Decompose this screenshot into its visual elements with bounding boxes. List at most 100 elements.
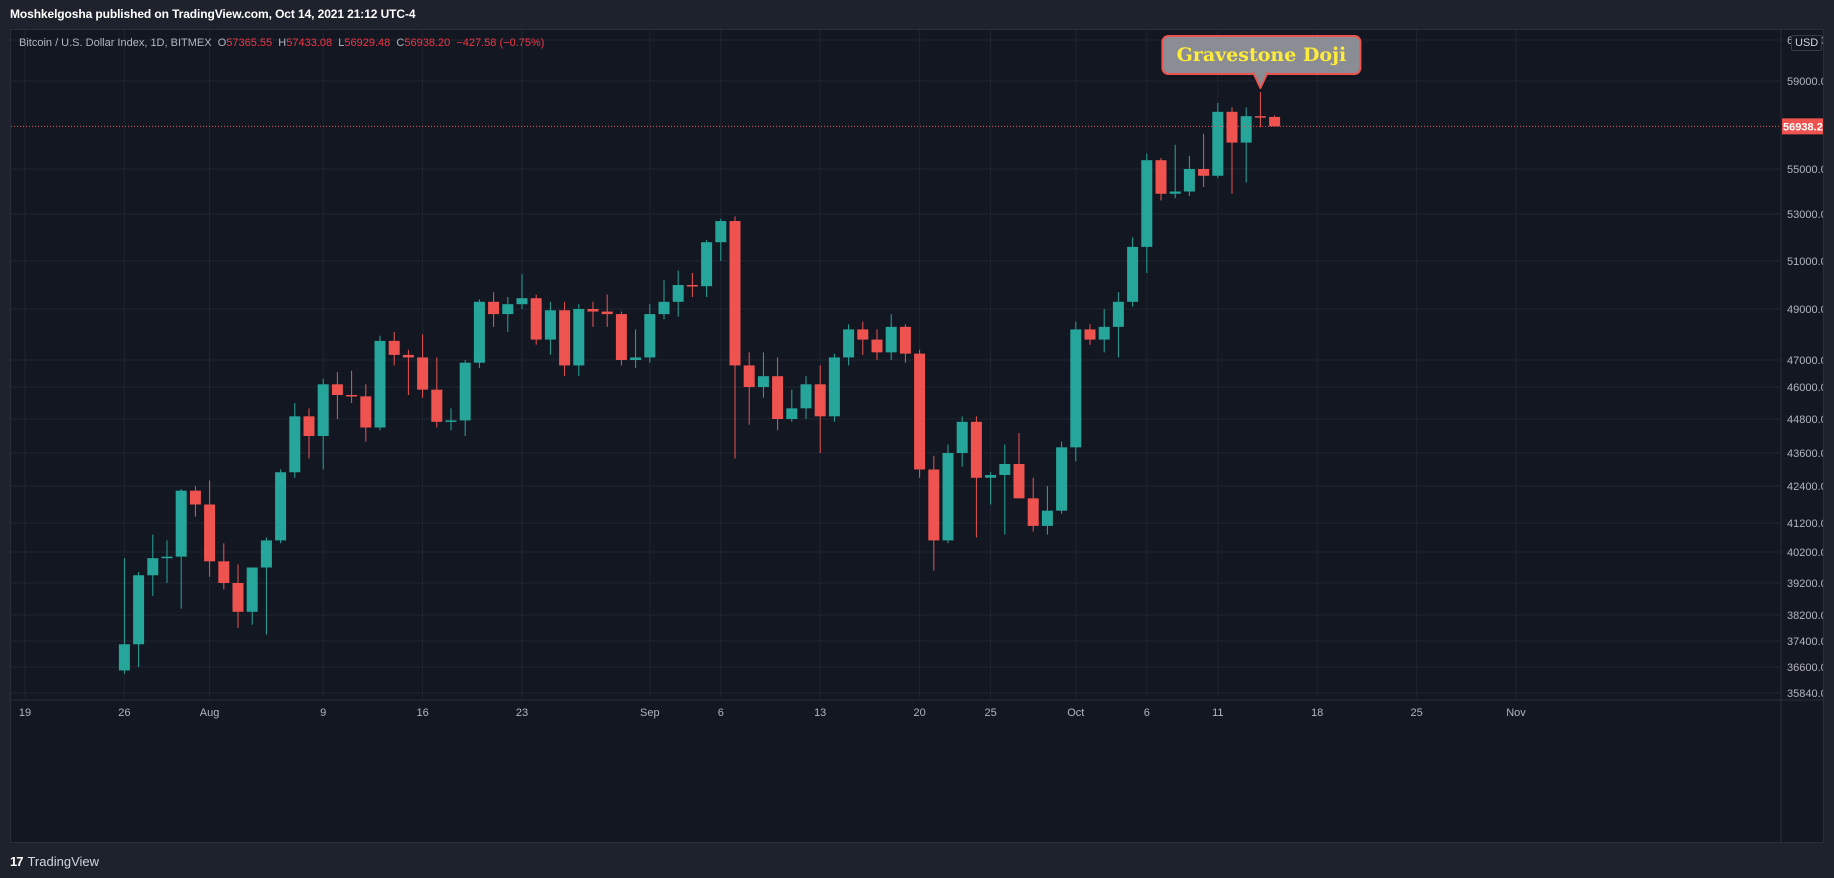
candle-body[interactable] [502, 304, 514, 315]
candle-body[interactable] [1240, 116, 1252, 143]
candle-body[interactable] [885, 326, 897, 353]
candle-body[interactable] [956, 421, 968, 453]
candle-body[interactable] [573, 309, 585, 366]
candle-body[interactable] [530, 298, 542, 340]
annotation-pointer-mask [1254, 71, 1267, 75]
candle-body[interactable] [757, 376, 769, 387]
candle-body[interactable] [1127, 246, 1139, 302]
candle-body[interactable] [544, 310, 556, 340]
candle-body[interactable] [1084, 329, 1096, 340]
candle-body[interactable] [189, 490, 201, 505]
candle-body[interactable] [942, 453, 954, 541]
candle-body[interactable] [644, 314, 656, 358]
candle-body[interactable] [1027, 498, 1039, 526]
candle-body[interactable] [161, 556, 173, 559]
candle-body[interactable] [630, 357, 642, 360]
candle-body[interactable] [1212, 111, 1224, 176]
candle-body[interactable] [1198, 169, 1210, 176]
chart-pane[interactable]: 61000.0059000.0055000.0053000.0051000.00… [10, 29, 1824, 843]
candle-body[interactable] [317, 384, 329, 436]
candle-body[interactable] [431, 389, 443, 422]
close-value: 56938.20 [404, 37, 451, 49]
candle-body[interactable] [1269, 116, 1281, 127]
candle-body[interactable] [1169, 191, 1181, 194]
candle-body[interactable] [374, 340, 386, 428]
candle-body[interactable] [147, 558, 159, 576]
y-tick-label: 59000.00 [1787, 76, 1823, 88]
candle-body[interactable] [289, 416, 301, 473]
candle-body[interactable] [772, 376, 784, 419]
candle-body[interactable] [686, 285, 698, 287]
candlestick-chart[interactable]: 61000.0059000.0055000.0053000.0051000.00… [11, 30, 1823, 842]
x-tick-label: 18 [1311, 707, 1323, 719]
candle-body[interactable] [871, 339, 883, 353]
candle-body[interactable] [715, 221, 727, 243]
candle-body[interactable] [970, 421, 982, 478]
candle-body[interactable] [331, 384, 343, 395]
low-label: L [338, 37, 345, 49]
candle-body[interactable] [246, 567, 258, 612]
candle-body[interactable] [473, 301, 485, 363]
candle-body[interactable] [1226, 111, 1238, 143]
candle-body[interactable] [587, 309, 599, 312]
candle-body[interactable] [985, 475, 997, 478]
candle-body[interactable] [857, 329, 869, 340]
y-tick-label: 37400.00 [1787, 636, 1823, 648]
candle-body[interactable] [303, 416, 315, 436]
candle-body[interactable] [1098, 326, 1110, 340]
candle-body[interactable] [459, 362, 471, 421]
candle-body[interactable] [828, 357, 840, 417]
candle-body[interactable] [1056, 447, 1068, 511]
candle-body[interactable] [601, 311, 613, 315]
candle-body[interactable] [488, 301, 500, 315]
candle-body[interactable] [1141, 160, 1153, 247]
candle-body[interactable] [218, 561, 230, 583]
candle-body[interactable] [1254, 116, 1266, 118]
y-tick-label: 53000.00 [1787, 209, 1823, 221]
candle-body[interactable] [1155, 160, 1167, 194]
high-label: H [278, 37, 287, 49]
candle-body[interactable] [914, 353, 926, 470]
candle-body[interactable] [1112, 301, 1124, 327]
candle-body[interactable] [346, 395, 358, 397]
candle-body[interactable] [800, 384, 812, 409]
candle-body[interactable] [232, 583, 244, 612]
candle-body[interactable] [1070, 329, 1082, 448]
candle-body[interactable] [1183, 169, 1195, 192]
candle-body[interactable] [615, 314, 627, 360]
candle-body[interactable] [133, 575, 145, 645]
candle-body[interactable] [999, 464, 1011, 475]
candle-body[interactable] [559, 310, 571, 366]
candle-body[interactable] [843, 329, 855, 358]
candle-body[interactable] [786, 408, 798, 419]
open-value: 57365.55 [226, 37, 273, 49]
candle-body[interactable] [814, 384, 826, 417]
change-value: −427.58 (−0.75%) [456, 37, 545, 49]
x-tick-label: 19 [19, 707, 31, 719]
currency-badge[interactable]: USD [1791, 35, 1823, 51]
candle-body[interactable] [516, 298, 528, 305]
candle-body[interactable] [275, 472, 287, 541]
candle-body[interactable] [175, 490, 187, 557]
annotation-label: Gravestone Doji [1177, 44, 1347, 66]
candle-body[interactable] [360, 396, 372, 428]
candle-body[interactable] [658, 301, 670, 315]
candle-body[interactable] [729, 221, 741, 366]
candle-body[interactable] [701, 242, 713, 287]
candle-body[interactable] [204, 504, 216, 562]
tradingview-brand[interactable]: 17 TradingView [10, 854, 99, 869]
x-tick-label: 6 [718, 707, 724, 719]
candle-body[interactable] [388, 340, 400, 355]
candle-body[interactable] [402, 354, 414, 358]
candle-body[interactable] [1013, 464, 1025, 499]
y-tick-label: 55000.00 [1787, 164, 1823, 176]
candle-body[interactable] [928, 469, 940, 541]
candle-body[interactable] [743, 365, 755, 387]
candle-body[interactable] [260, 540, 272, 568]
candle-body[interactable] [417, 357, 429, 390]
candle-body[interactable] [899, 326, 911, 354]
candle-body[interactable] [445, 420, 457, 422]
candle-body[interactable] [1041, 510, 1053, 526]
candle-body[interactable] [118, 644, 130, 671]
candle-body[interactable] [672, 285, 684, 302]
